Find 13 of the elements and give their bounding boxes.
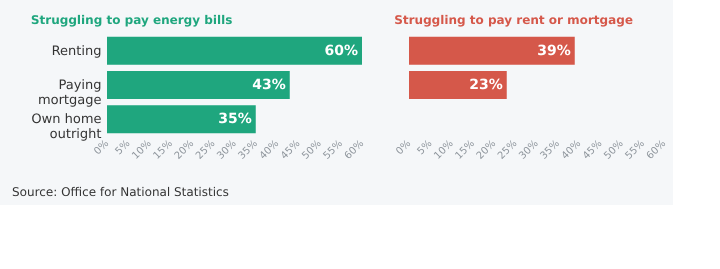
data-label: 39% — [537, 42, 571, 59]
y-tick-label: Renting — [52, 44, 102, 59]
data-label: 23% — [469, 77, 503, 93]
chart-title: Struggling to pay rent or mortgage — [394, 13, 633, 27]
data-label: 43% — [252, 77, 286, 93]
chart-title: Struggling to pay energy bills — [30, 13, 232, 27]
source-note: Source: Office for National Statistics — [12, 185, 229, 199]
data-label: 35% — [218, 111, 252, 128]
x-tick-label: 5% — [113, 138, 132, 158]
x-tick-label: 0% — [394, 138, 414, 158]
data-label: 60% — [324, 42, 358, 59]
x-tick-label: 5% — [415, 138, 434, 158]
y-tick-label: Paying mortgage — [38, 78, 102, 108]
